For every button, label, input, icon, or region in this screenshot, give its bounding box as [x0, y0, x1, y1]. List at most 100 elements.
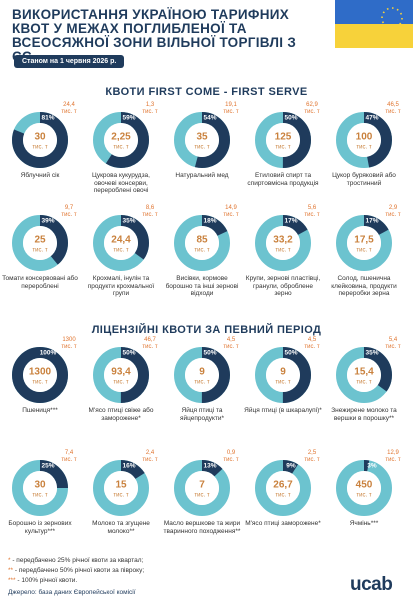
quota-unit: тис. т: [194, 493, 209, 499]
quota-unit: тис. т: [194, 380, 209, 386]
item-label: Крупи, зернові пластівці, гранули, оброб…: [245, 275, 321, 297]
percent-label: 50%: [284, 350, 297, 357]
item-label: Пшениця***: [22, 407, 58, 414]
percent-label: 50%: [122, 350, 135, 357]
donut-center: [23, 226, 57, 260]
donut-arc: [255, 347, 311, 403]
donut-arc: [174, 460, 230, 516]
used-box: 1300 тис. т: [58, 337, 80, 350]
donut-arc: [336, 460, 392, 516]
used-unit: тис. т: [304, 108, 320, 115]
quota-value: 100: [356, 132, 373, 143]
quota-value: 1300: [29, 367, 52, 378]
donut-arc: [255, 460, 311, 516]
percent-label: 16%: [122, 463, 135, 470]
used-value: 1300: [62, 337, 76, 343]
donut-center: [23, 123, 57, 157]
used-value: 0,9: [226, 450, 236, 456]
item-label: Етиловий спирт та спиртовмісна продукція: [247, 172, 319, 187]
item-label: Цукор буряковий або тростинний: [332, 172, 396, 187]
used-value: 8,6: [145, 205, 155, 211]
donut-center: [104, 358, 138, 392]
used-value: 46,5: [387, 102, 399, 108]
item-label: Висівки, кормове борошно та інші зернові…: [165, 275, 239, 297]
used-value: 12,9: [387, 450, 399, 456]
quota-value: 9: [280, 367, 286, 378]
donut-arc: [336, 215, 392, 271]
quota-value: 26,7: [273, 480, 293, 491]
percent-label: 9%: [286, 463, 296, 470]
quota-value: 2,25: [111, 132, 131, 143]
quota-value: 30: [34, 480, 46, 491]
used-value: 4,5: [307, 337, 317, 343]
item-label: Молоко та згущене молоко**: [92, 520, 150, 535]
used-value: 1,3: [145, 102, 155, 108]
used-unit: тис. т: [304, 456, 320, 463]
donut-center: [23, 471, 57, 505]
footnote-text: - 100% річної квоти.: [15, 577, 78, 584]
donut-center: [185, 358, 219, 392]
item-label: Знежирене молоко та вершки в порошку**: [331, 407, 397, 422]
used-box: 4,5 тис. т: [301, 337, 323, 350]
item-label: Крохмалі, інулін та продукти крохмальної…: [87, 275, 155, 297]
quota-unit: тис. т: [113, 380, 128, 386]
quota-value: 9: [199, 367, 205, 378]
footnote: ** - передбачено 50% річної квоти за пів…: [8, 567, 144, 574]
donut-arc: [336, 112, 392, 168]
donut-center: [347, 358, 381, 392]
percent-label: 17%: [365, 218, 378, 225]
donut-center: [104, 226, 138, 260]
used-value: 62,9: [306, 102, 318, 108]
flag: [335, 0, 413, 48]
percent-label: 50%: [203, 350, 216, 357]
used-box: 19,1 тис. т: [220, 102, 242, 115]
item-label: Ячмінь***: [349, 520, 379, 527]
quota-value: 25: [34, 235, 46, 246]
used-value: 46,7: [144, 337, 156, 343]
used-unit: тис. т: [61, 108, 77, 115]
quota-value: 450: [356, 480, 373, 491]
percent-label: 18%: [203, 218, 216, 225]
quota-unit: тис. т: [356, 493, 371, 499]
quota-unit: тис. т: [356, 145, 371, 151]
quota-value: 33,2: [273, 235, 293, 246]
quota-value: 15: [115, 480, 127, 491]
used-value: 5,4: [388, 337, 398, 343]
used-box: 5,4 тис. т: [382, 337, 404, 350]
percent-label: 17%: [284, 218, 297, 225]
quota-unit: тис. т: [275, 493, 290, 499]
quota-value: 7: [199, 480, 205, 491]
used-box: 2,9 тис. т: [382, 205, 404, 218]
quota-value: 93,4: [111, 367, 131, 378]
used-unit: тис. т: [61, 456, 77, 463]
donut-arc: [93, 347, 149, 403]
used-unit: тис. т: [385, 343, 401, 350]
used-unit: тис. т: [223, 211, 239, 218]
quota-value: 35: [196, 132, 208, 143]
donut-arc: [174, 347, 230, 403]
percent-label: 54%: [203, 115, 216, 122]
donut-arc: [12, 347, 68, 403]
percent-label: 100%: [40, 350, 57, 357]
item-label: Цукрова кукурудза, овочеві консерви, пер…: [92, 172, 150, 194]
used-unit: тис. т: [142, 343, 158, 350]
donut-center: [266, 358, 300, 392]
used-box: 7,4 тис. т: [58, 450, 80, 463]
used-value: 7,4: [64, 450, 74, 456]
donut-center: [23, 358, 57, 392]
used-box: 5,6 тис. т: [301, 205, 323, 218]
used-value: 2,5: [307, 450, 317, 456]
quota-unit: тис. т: [32, 380, 47, 386]
used-unit: тис. т: [223, 343, 239, 350]
percent-label: 13%: [203, 463, 216, 470]
quota-unit: тис. т: [356, 380, 371, 386]
flag-yellow: [335, 24, 413, 48]
item-label: Солод, пшенична клейковина, продукти пер…: [331, 275, 397, 297]
quota-unit: тис. т: [194, 248, 209, 254]
donut-center: [347, 471, 381, 505]
item-label: Борошно із зернових культур***: [8, 520, 72, 535]
used-unit: тис. т: [385, 211, 401, 218]
donut-center: [266, 123, 300, 157]
footnote: *** - 100% річної квоти.: [8, 577, 77, 584]
